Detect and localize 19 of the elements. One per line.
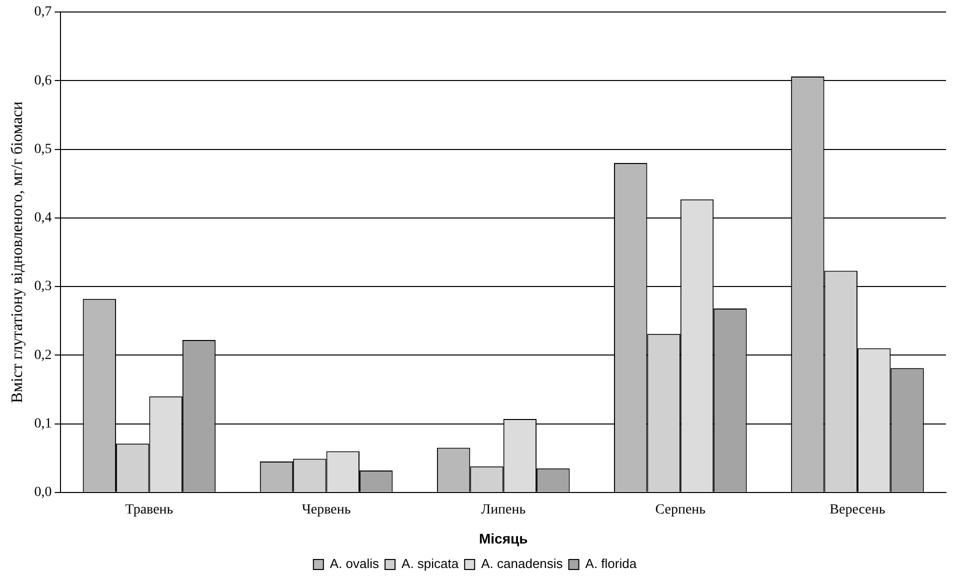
x-tick-label: Липень xyxy=(481,502,526,518)
x-tick-label: Червень xyxy=(302,502,351,518)
legend-label: A. ovalis xyxy=(330,556,380,572)
y-tick-label: 0,0 xyxy=(34,485,52,500)
y-tick-label: 0,5 xyxy=(34,142,52,157)
y-tick-label: 0,6 xyxy=(34,73,52,88)
y-tick-label: 0,2 xyxy=(34,348,52,363)
y-tick-label: 0,7 xyxy=(34,4,52,20)
legend-label: A. canadensis xyxy=(481,556,564,572)
x-tick-label: Серпень xyxy=(655,502,706,518)
y-tick-label: 0,1 xyxy=(34,416,52,432)
legend-label: A. florida xyxy=(585,556,638,572)
x-axis-title: Місяць xyxy=(478,530,528,546)
x-tick-label: Вересень xyxy=(830,502,886,518)
legend-label: A. spicata xyxy=(402,556,460,572)
y-tick-label: 0,4 xyxy=(34,210,52,226)
y-axis-title: Вміст глутатіону відновленого, мг/г біомаси xyxy=(8,100,26,403)
x-tick-label: Травень xyxy=(125,502,174,518)
y-tick-label: 0,3 xyxy=(34,279,52,294)
